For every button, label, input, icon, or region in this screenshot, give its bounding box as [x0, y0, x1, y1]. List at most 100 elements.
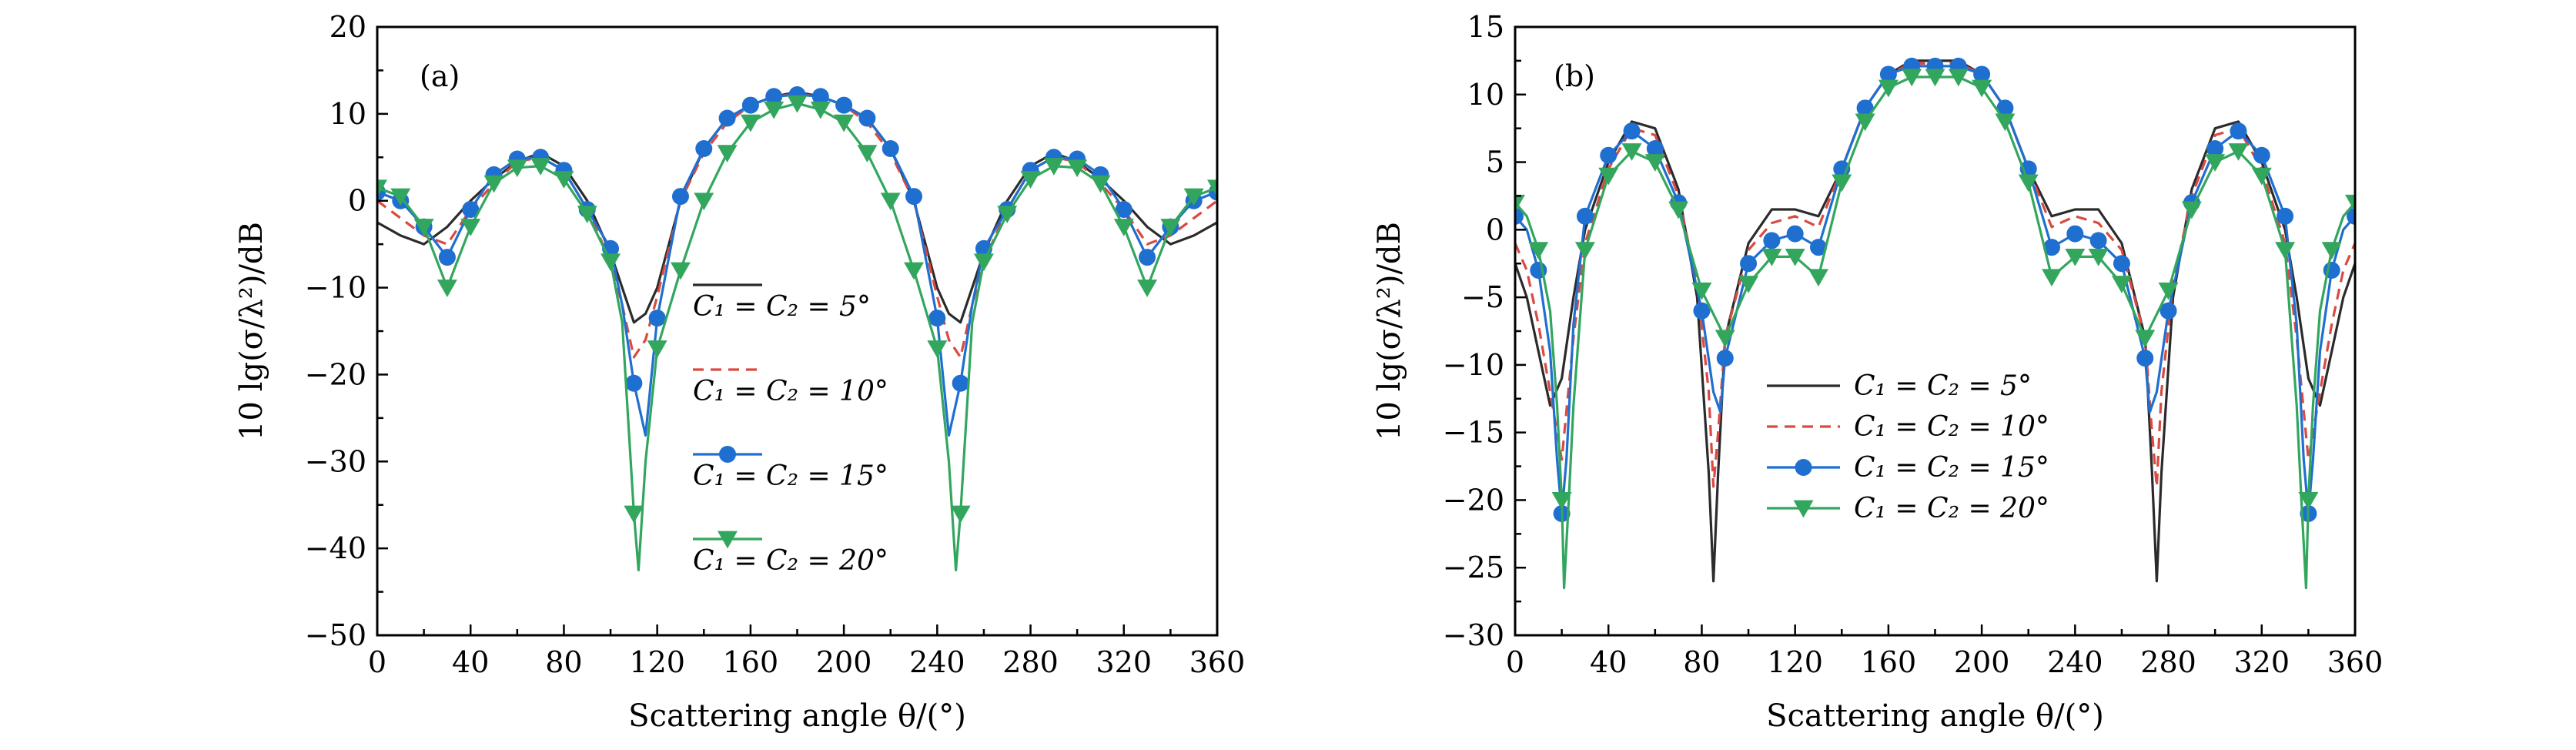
data-point — [1948, 69, 1969, 87]
x-tick-label: 160 — [723, 645, 779, 679]
legend-label: C₁ = C₂ = 10° — [693, 376, 888, 407]
data-point — [740, 114, 761, 132]
data-point — [764, 101, 785, 119]
data-point — [1183, 188, 1204, 206]
data-point — [413, 219, 434, 236]
data-point — [670, 262, 691, 280]
data-point — [2065, 249, 2086, 266]
data-point — [1515, 207, 1524, 225]
y-tick-label: 0 — [1486, 213, 1504, 246]
x-tick-label: 320 — [1096, 645, 1153, 679]
legend-item-4: C₁ = C₂ = 20° — [693, 531, 888, 577]
y-tick-label: −30 — [305, 444, 366, 478]
data-point — [1972, 79, 1992, 98]
legend-label: C₁ = C₂ = 5° — [693, 291, 871, 323]
data-point — [1090, 175, 1111, 193]
data-point — [1137, 280, 1158, 297]
x-tick-label: 40 — [1590, 645, 1627, 679]
y-tick-label: 15 — [1467, 10, 1504, 44]
data-point — [1995, 113, 2016, 132]
data-point — [2275, 242, 2296, 260]
data-point — [648, 310, 666, 327]
y-tick-label: 5 — [1486, 146, 1504, 179]
y-tick-label: 20 — [330, 10, 366, 44]
data-point — [1879, 65, 1897, 83]
data-point — [834, 114, 855, 132]
chart-panel-a: 0 40 80 120 160 200 240 280 320 360−50−40−30−20−1… — [234, 10, 1245, 734]
series-4 — [377, 95, 1217, 571]
data-point — [1576, 207, 1594, 225]
data-point — [2111, 276, 2132, 293]
legend: C₁ = C₂ = 5° C₁ = C₂ = 10° C₁ = C₂ = 15° C₁… — [1767, 370, 2049, 524]
data-point — [2043, 239, 2061, 256]
x-tick-label: 120 — [1767, 645, 1823, 679]
y-tick-label: −5 — [1461, 280, 1504, 314]
data-point — [1644, 154, 1665, 172]
y-tick-label: −25 — [1443, 551, 1504, 584]
data-point — [2298, 492, 2319, 510]
data-point — [2088, 249, 2109, 266]
data-point — [1715, 330, 1735, 348]
x-tick-label: 240 — [2047, 645, 2103, 679]
legend-label: C₁ = C₂ = 15° — [1854, 452, 2049, 484]
x-tick-label: 80 — [545, 645, 582, 679]
y-tick-label: 10 — [1467, 78, 1504, 112]
data-point — [671, 188, 689, 206]
y-tick-label: −20 — [1443, 483, 1504, 517]
series-4 — [1515, 69, 2355, 590]
data-point — [882, 140, 899, 157]
legend-item-1: C₁ = C₂ = 5° — [1767, 370, 2032, 402]
data-point — [1996, 99, 2014, 117]
x-tick-label: 280 — [2140, 645, 2196, 679]
data-point — [718, 109, 736, 127]
data-point — [2089, 232, 2107, 249]
x-tick-label: 80 — [1683, 645, 1720, 679]
data-point — [1668, 201, 1689, 219]
data-point — [1160, 219, 1181, 236]
data-point — [1832, 174, 1852, 193]
data-point — [1551, 492, 1572, 510]
data-point — [973, 253, 994, 272]
data-point — [1856, 99, 1874, 117]
data-point — [647, 340, 667, 358]
x-axis-title: Scattering angle θ/(°) — [1766, 698, 2104, 734]
x-tick-label: 0 — [368, 645, 386, 679]
y-tick-label: −30 — [1443, 618, 1504, 652]
data-point — [741, 96, 759, 114]
data-point — [950, 505, 971, 524]
legend-label: C₁ = C₂ = 20° — [1854, 493, 2049, 524]
data-point — [2321, 242, 2342, 260]
panel-label: (a) — [420, 59, 460, 93]
x-tick-label: 160 — [1861, 645, 1917, 679]
data-point — [717, 145, 738, 162]
data-point — [507, 159, 527, 178]
x-tick-label: 360 — [1189, 645, 1246, 679]
series-1 — [377, 91, 1217, 324]
data-point — [2181, 201, 2202, 219]
data-point — [1716, 350, 1734, 367]
data-point — [1808, 269, 1828, 287]
data-point — [2136, 350, 2154, 367]
data-point — [530, 158, 551, 176]
data-point — [1598, 167, 1619, 186]
data-point — [2345, 194, 2355, 213]
series-line-1 — [377, 91, 1217, 324]
y-axis-title: 10 lg(σ/λ²)/dB — [1372, 222, 1407, 440]
panel-label: (b) — [1554, 59, 1595, 93]
data-point — [437, 280, 457, 297]
data-point — [2347, 207, 2355, 225]
y-tick-label: −40 — [305, 531, 366, 565]
data-point — [904, 262, 925, 280]
data-point — [2066, 225, 2084, 243]
x-tick-label: 280 — [1002, 645, 1059, 679]
data-point — [997, 206, 1018, 223]
data-point — [1600, 146, 1618, 164]
data-point — [2230, 122, 2247, 140]
legend-label: C₁ = C₂ = 10° — [1854, 411, 2049, 443]
data-point — [1067, 159, 1088, 178]
data-point — [927, 340, 948, 358]
data-point — [2205, 154, 2226, 172]
data-point — [811, 88, 829, 105]
chart-panel-b: 0 40 80 120 160 200 240 280 320 360 −30 −25 −20 −15 −1… — [1372, 10, 2383, 734]
